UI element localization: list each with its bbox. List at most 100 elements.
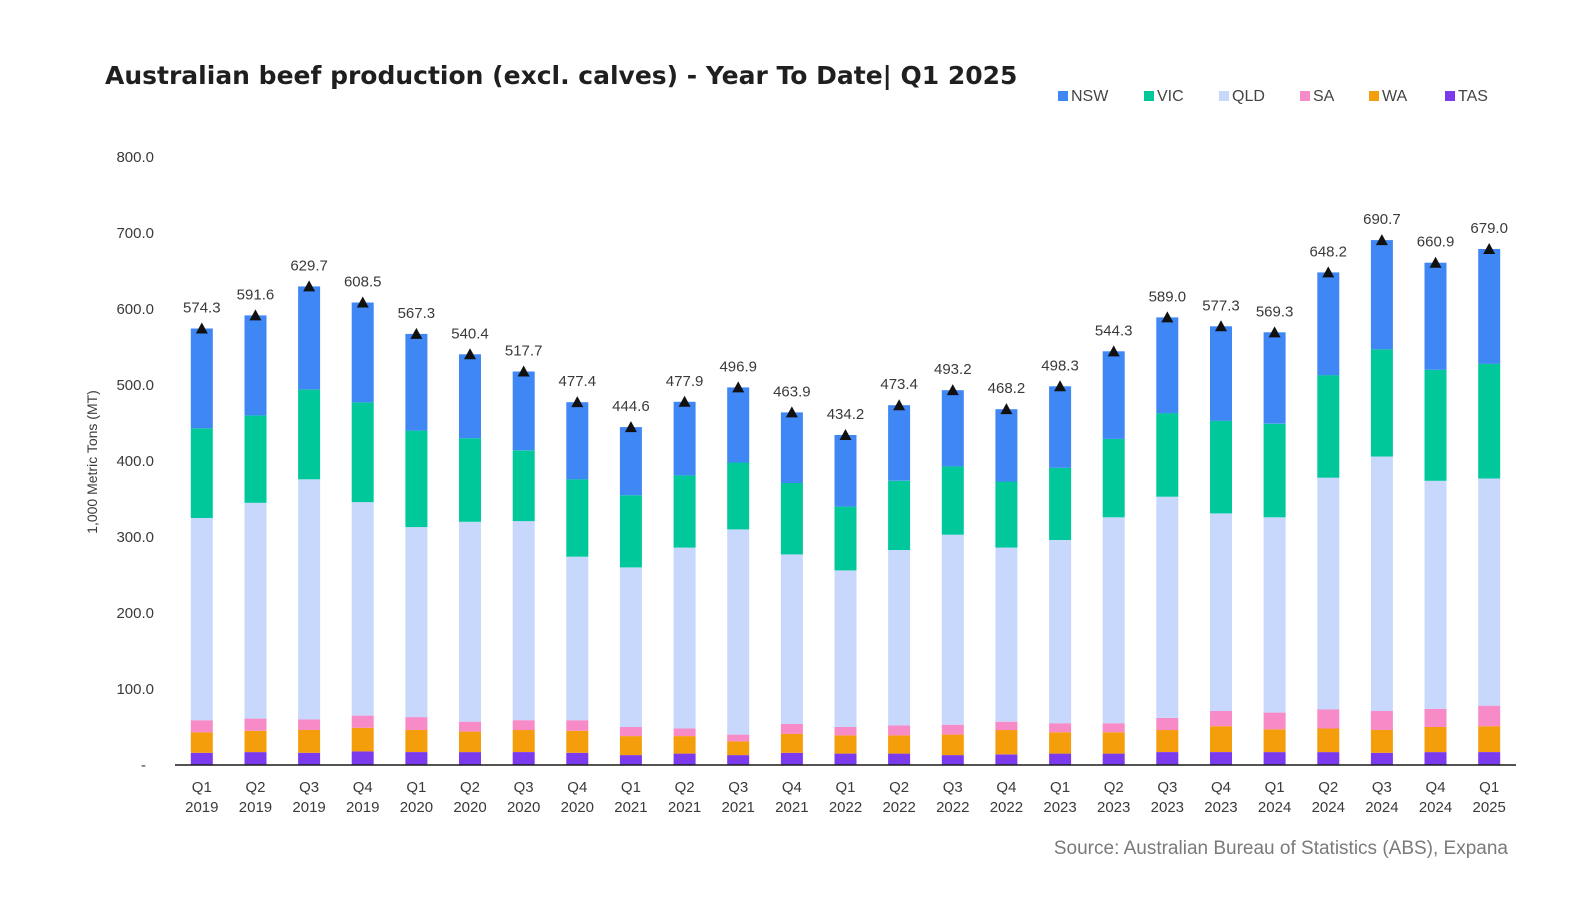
bar-segment-tas xyxy=(512,752,535,765)
y-tick-label: 500.0 xyxy=(116,377,154,394)
total-value-label: 660.9 xyxy=(1417,234,1455,251)
x-tick-quarter: Q3 xyxy=(943,779,963,796)
bar-segment-vic xyxy=(566,479,589,557)
bar-segment-sa xyxy=(1102,723,1125,733)
bar-segment-wa xyxy=(1424,727,1447,753)
bar-segment-qld xyxy=(298,479,321,720)
bar-segment-vic xyxy=(888,480,911,550)
bar-segment-tas xyxy=(619,755,642,765)
total-labels: 574.3 591.6 629.7 608.5 567.3 540.4 517.7 477.4… xyxy=(183,211,1508,441)
total-marker xyxy=(839,429,852,441)
bar-segment-qld xyxy=(566,556,589,721)
bar-segment-qld xyxy=(1424,480,1447,709)
legend-swatch-wa xyxy=(1369,91,1379,101)
bar-segment-tas xyxy=(1049,753,1072,765)
bar-segment-nsw xyxy=(1370,240,1393,350)
bar-segment-vic xyxy=(1049,467,1072,540)
bar-segment-qld xyxy=(1156,496,1179,718)
bar-segment-vic xyxy=(1424,369,1447,481)
x-tick-quarter: Q1 xyxy=(1479,779,1499,796)
bar-segment-sa xyxy=(727,734,750,742)
bar-segment-wa xyxy=(1049,732,1072,754)
bar-segment-vic xyxy=(298,389,321,480)
x-tick-year: 2023 xyxy=(1043,799,1076,816)
bar-segment-nsw xyxy=(780,412,803,483)
total-value-label: 463.9 xyxy=(773,383,811,400)
bar-segment-tas xyxy=(995,754,1018,765)
x-tick-quarter: Q3 xyxy=(1372,779,1392,796)
bar-segment-nsw xyxy=(351,302,374,403)
total-value-label: 679.0 xyxy=(1470,220,1508,237)
bar-segment-wa xyxy=(1263,729,1286,753)
x-tick-year: 2023 xyxy=(1204,799,1237,816)
total-marker xyxy=(678,395,691,407)
bar-segment-tas xyxy=(941,755,964,765)
total-marker xyxy=(785,406,798,418)
y-tick-label: 600.0 xyxy=(116,301,154,318)
total-marker xyxy=(1000,403,1013,415)
bar-segment-tas xyxy=(1478,752,1501,765)
bar-segment-tas xyxy=(351,751,374,765)
y-tick-label: 700.0 xyxy=(116,225,154,242)
bar-segment-tas xyxy=(298,752,321,765)
bar-segment-qld xyxy=(190,518,213,721)
bar-segment-nsw xyxy=(1156,317,1179,414)
legend-label-vic: VIC xyxy=(1157,88,1184,105)
x-tick-quarter: Q2 xyxy=(245,779,265,796)
x-tick-year: 2024 xyxy=(1258,799,1291,816)
bar-segment-qld xyxy=(244,502,267,719)
x-tick-year: 2024 xyxy=(1365,799,1398,816)
bar-segment-qld xyxy=(459,521,481,722)
bar-segment-sa xyxy=(995,721,1018,731)
bar-segment-sa xyxy=(1478,705,1501,727)
bar-segment-sa xyxy=(1424,708,1447,727)
bar-segment-sa xyxy=(888,725,911,736)
bar-segment-nsw xyxy=(405,333,428,431)
x-tick-quarter: Q4 xyxy=(782,779,802,796)
total-value-label: 690.7 xyxy=(1363,211,1401,228)
x-tick-year: 2021 xyxy=(775,799,808,816)
bar-segment-nsw xyxy=(727,387,750,463)
x-tick-quarter: Q3 xyxy=(1157,779,1177,796)
bar-segment-vic xyxy=(941,466,964,535)
total-value-label: 629.7 xyxy=(290,257,328,274)
total-marker xyxy=(356,296,369,308)
x-tick-quarter: Q1 xyxy=(192,779,212,796)
total-marker xyxy=(1161,311,1174,323)
bar-segment-qld xyxy=(941,534,964,725)
y-tick-label: 200.0 xyxy=(116,605,154,622)
bar-segment-tas xyxy=(673,753,696,765)
bar-segment-qld xyxy=(727,529,750,735)
bar-segment-nsw xyxy=(512,371,535,451)
bar-segment-wa xyxy=(780,733,803,753)
bar-segment-sa xyxy=(673,728,696,737)
total-marker xyxy=(571,396,584,408)
bar-segment-tas xyxy=(190,752,213,765)
bar-segment-sa xyxy=(834,727,857,736)
x-tick-year: 2020 xyxy=(400,799,433,816)
bar-segment-qld xyxy=(888,549,911,726)
y-tick-label: 300.0 xyxy=(116,529,154,546)
bar-segment-nsw xyxy=(888,405,911,481)
bar-segment-nsw xyxy=(1317,272,1340,376)
total-marker xyxy=(1268,326,1281,338)
x-tick-quarter: Q1 xyxy=(1050,779,1070,796)
bar-segment-vic xyxy=(459,438,481,522)
total-value-label: 434.2 xyxy=(827,406,865,423)
bar-segment-nsw xyxy=(673,401,696,476)
bar-segment-nsw xyxy=(619,427,642,496)
bar-segment-wa xyxy=(995,730,1018,755)
bar-segment-wa xyxy=(244,730,267,753)
bar-segment-wa xyxy=(298,730,321,753)
legend-swatch-tas xyxy=(1445,91,1455,101)
bar-segment-nsw xyxy=(1102,351,1125,439)
x-tick-year: 2020 xyxy=(453,799,486,816)
bar-segment-vic xyxy=(190,428,213,518)
x-tick-quarter: Q3 xyxy=(299,779,319,796)
x-tick-year: 2022 xyxy=(829,799,862,816)
bar-segment-tas xyxy=(459,752,481,765)
bar-segment-qld xyxy=(619,567,642,727)
total-value-label: 493.2 xyxy=(934,361,972,378)
total-marker xyxy=(1483,242,1496,254)
bar-segment-sa xyxy=(619,727,642,737)
